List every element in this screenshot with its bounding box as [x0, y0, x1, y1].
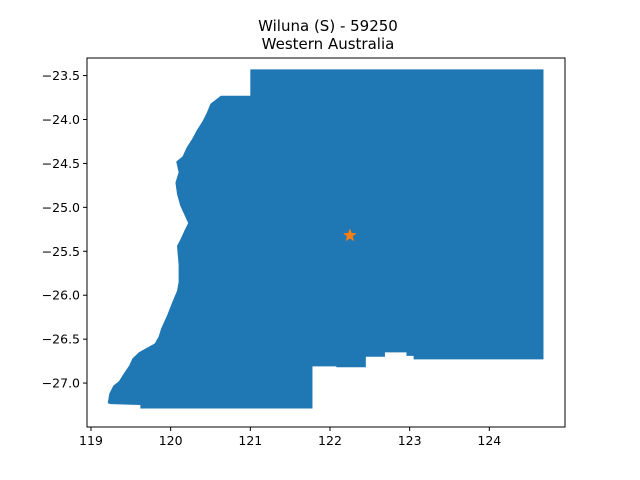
axes-frame — [86, 57, 566, 428]
x-tick-label: 120 — [159, 433, 183, 448]
plot-area — [107, 69, 544, 409]
y-tick-label: −24.5 — [42, 156, 80, 171]
x-axis: 119 120 121 122 123 124 — [79, 427, 501, 448]
x-tick-label: 123 — [398, 433, 422, 448]
y-tick-label: −25.0 — [42, 200, 80, 215]
y-tick-label: −26.5 — [42, 332, 80, 347]
y-axis: −23.5 −24.0 −24.5 −25.0 −25.5 −26.0 −26.5 −27.0 — [42, 68, 87, 391]
y-tick-label: −25.5 — [42, 244, 80, 259]
y-tick-label: −23.5 — [42, 68, 80, 83]
x-tick-label: 122 — [318, 433, 342, 448]
centroid-star-marker — [343, 228, 357, 242]
region-wiluna-shape — [107, 69, 544, 409]
x-tick-label: 124 — [477, 433, 501, 448]
y-tick-label: −26.0 — [42, 288, 80, 303]
map-title-line1: Wiluna (S) - 59250 — [258, 17, 398, 35]
map-title-line2: Western Australia — [262, 35, 395, 53]
x-tick-label: 119 — [79, 433, 103, 448]
y-tick-label: −24.0 — [42, 112, 80, 127]
x-tick-label: 121 — [238, 433, 262, 448]
y-tick-label: −27.0 — [42, 376, 80, 391]
